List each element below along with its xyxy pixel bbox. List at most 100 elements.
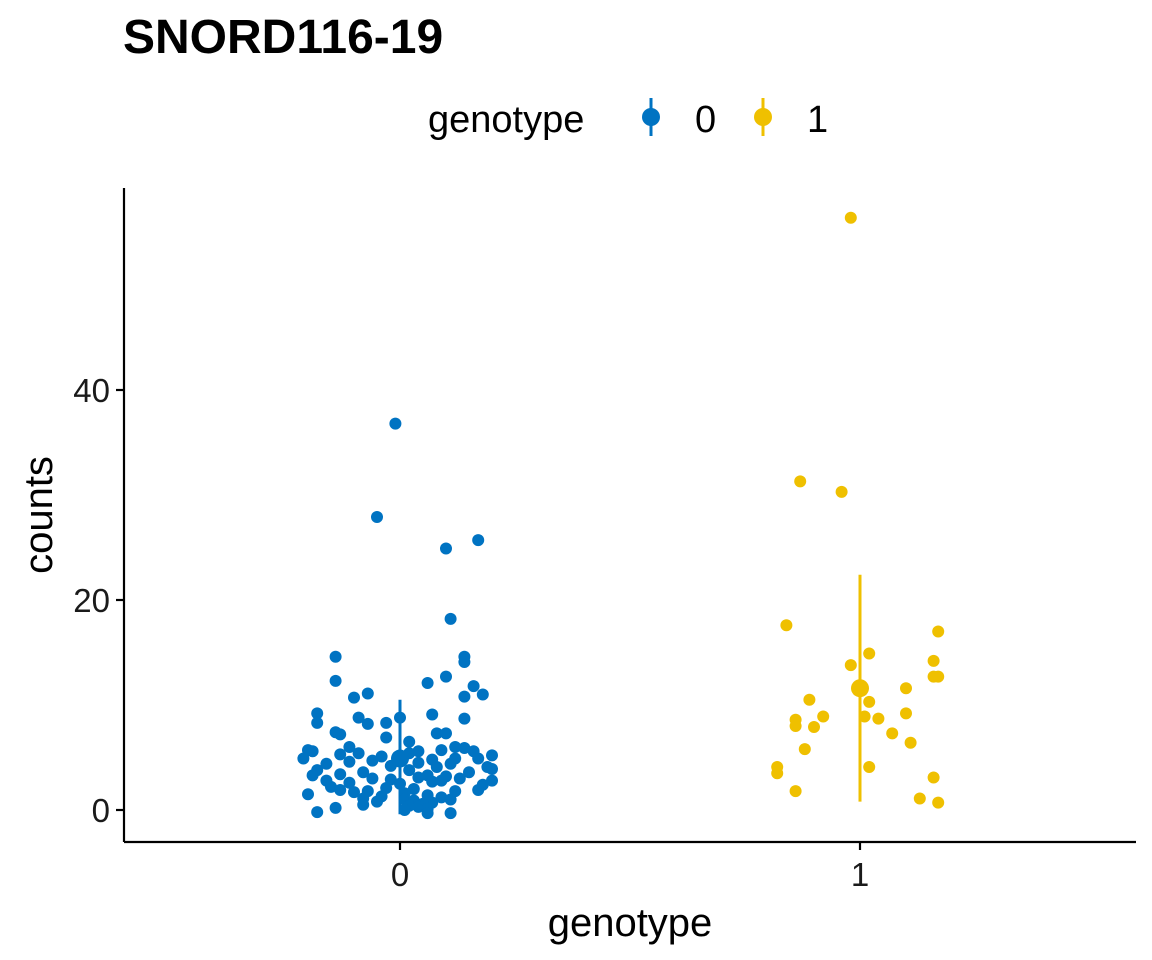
- data-point: [932, 796, 945, 809]
- data-point: [444, 793, 457, 806]
- data-point: [334, 768, 347, 781]
- data-point: [932, 625, 945, 638]
- data-point: [476, 688, 489, 701]
- x-tick-label: 1: [851, 856, 869, 893]
- data-point: [904, 736, 917, 749]
- data-point: [412, 800, 425, 813]
- data-point: [375, 750, 388, 763]
- data-point: [311, 716, 324, 729]
- data-point: [334, 784, 347, 797]
- data-point: [927, 771, 940, 784]
- legend-label: 0: [695, 99, 716, 141]
- data-point: [458, 712, 471, 725]
- data-point: [394, 711, 406, 724]
- data-point: [858, 710, 871, 723]
- data-point: [329, 801, 342, 814]
- data-point: [426, 775, 439, 788]
- mean-point: [851, 679, 869, 698]
- data-point: [348, 786, 360, 799]
- data-point: [486, 749, 498, 762]
- data-point: [297, 752, 310, 765]
- data-point: [435, 744, 448, 757]
- data-point: [412, 745, 425, 758]
- data-point: [449, 741, 462, 753]
- data-point: [872, 712, 885, 725]
- data-point: [361, 717, 374, 730]
- data-point: [306, 769, 319, 782]
- data-point: [844, 211, 857, 224]
- data-point: [325, 780, 337, 793]
- data-point: [458, 655, 471, 668]
- data-point: [430, 760, 443, 773]
- data-point: [435, 791, 448, 804]
- data-point: [886, 727, 899, 740]
- data-point: [467, 680, 480, 693]
- data-point: [320, 757, 333, 770]
- legend-label: 1: [807, 99, 828, 141]
- data-point: [343, 755, 356, 768]
- data-point: [430, 727, 443, 740]
- data-point: [311, 707, 324, 720]
- data-point: [352, 711, 365, 724]
- data-point: [444, 757, 457, 770]
- data-point: [844, 659, 857, 672]
- data-point: [798, 743, 811, 756]
- x-tick-label: 0: [391, 856, 409, 893]
- data-point: [343, 741, 356, 753]
- data-point: [472, 752, 485, 765]
- data-point: [352, 747, 365, 760]
- data-point: [389, 417, 402, 430]
- data-point: [780, 619, 793, 632]
- data-point: [927, 654, 940, 667]
- data-point: [361, 687, 374, 700]
- data-point: [863, 760, 876, 773]
- data-point: [334, 728, 347, 741]
- data-point: [366, 754, 379, 767]
- data-point: [380, 716, 393, 729]
- data-point: [412, 771, 425, 784]
- data-point: [803, 693, 816, 706]
- data-point: [472, 784, 485, 797]
- data-point: [486, 774, 498, 787]
- data-point: [789, 785, 802, 798]
- data-point: [863, 695, 876, 708]
- data-point: [900, 707, 912, 720]
- data-point: [835, 485, 848, 498]
- data-point: [932, 670, 945, 683]
- data-point: [440, 542, 452, 555]
- data-point: [329, 674, 342, 687]
- data-point: [913, 792, 926, 805]
- data-point: [453, 772, 466, 785]
- points-layer: [297, 211, 945, 820]
- data-point: [789, 720, 802, 732]
- data-point: [302, 788, 314, 801]
- data-point: [440, 727, 452, 740]
- y-tick-label: 0: [92, 792, 110, 829]
- data-point: [426, 708, 439, 721]
- data-point: [794, 475, 807, 488]
- x-axis-title: genotype: [548, 901, 713, 945]
- y-tick-label: 20: [73, 582, 110, 619]
- data-point: [463, 766, 475, 779]
- data-point: [311, 806, 324, 819]
- data-point: [371, 795, 383, 808]
- data-point: [394, 777, 406, 790]
- data-point: [771, 767, 784, 780]
- y-ticks: 0 20 40: [73, 372, 124, 829]
- data-point: [900, 682, 912, 695]
- data-point: [407, 783, 420, 795]
- data-point: [863, 647, 876, 660]
- data-point: [458, 742, 471, 755]
- data-point: [348, 691, 360, 704]
- data-point: [412, 756, 425, 769]
- data-point: [329, 650, 342, 663]
- mean-point: [391, 749, 409, 768]
- data-point: [808, 721, 820, 734]
- chart-title: SNORD116-19: [123, 11, 444, 64]
- data-point: [343, 776, 356, 789]
- legend-key-point: [754, 108, 772, 126]
